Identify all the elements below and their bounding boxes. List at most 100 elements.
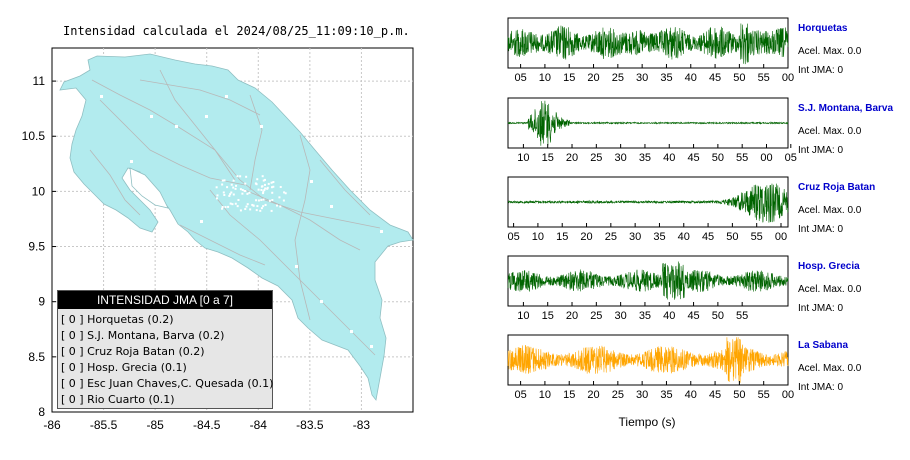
station-acel: Acel. Max. 0.0	[798, 363, 862, 374]
seismogram-tick: 20	[587, 389, 599, 401]
road	[249, 94, 263, 191]
city-marker	[270, 181, 273, 184]
city-marker	[264, 187, 267, 190]
map-x-tick: -83.5	[296, 418, 324, 432]
station-name: Hosp. Grecia	[798, 261, 860, 272]
city-marker	[320, 300, 323, 303]
city-marker	[260, 207, 263, 210]
city-marker	[216, 194, 219, 197]
seismogram-trace	[507, 337, 789, 383]
seismogram-tick: 50	[733, 72, 745, 84]
city-marker	[370, 345, 373, 348]
seismogram-tick: 45	[687, 310, 699, 322]
seismogram-tick: 20	[566, 152, 578, 164]
seismogram-tick: 15	[556, 231, 568, 243]
city-marker	[239, 209, 242, 212]
seismogram-tick: 15	[542, 152, 554, 164]
country-shape	[59, 53, 414, 401]
seismogram-tick: 10	[517, 310, 529, 322]
city-marker	[228, 194, 231, 197]
seismogram-tick: 20	[587, 72, 599, 84]
city-marker	[221, 183, 224, 186]
city-marker	[256, 178, 259, 181]
seismogram-tick: 05	[507, 231, 519, 243]
seismogram-trace	[507, 183, 789, 223]
seismogram-tick: 00	[782, 72, 794, 84]
seismogram-tick: 35	[639, 310, 651, 322]
city-marker	[239, 175, 242, 178]
city-marker	[236, 175, 239, 178]
city-marker	[215, 186, 218, 189]
city-marker	[261, 175, 264, 178]
seismogram-tick: 40	[678, 231, 690, 243]
seismogram-4: 05 10 15 20 25 30 35 40 45 50 55 00 La Sabana Acel. M…	[507, 334, 862, 401]
seismogram-tick: 25	[605, 231, 617, 243]
city-marker	[282, 199, 285, 202]
seismogram-tick: 10	[539, 72, 551, 84]
seismogram-tick: 20	[566, 310, 578, 322]
map-x-tick: -84.5	[193, 418, 221, 432]
map-x-tick: -85.5	[90, 418, 118, 432]
city-marker	[260, 198, 263, 201]
map-y-tick: 11	[33, 74, 46, 88]
city-marker	[275, 204, 278, 207]
seismogram-tick: 30	[615, 310, 627, 322]
city-marker	[251, 203, 254, 206]
seismogram-tick: 35	[660, 72, 672, 84]
seismogram-tick: 45	[687, 152, 699, 164]
seismogram-tick: 25	[612, 72, 624, 84]
station-name: Cruz Roja Batan	[798, 182, 875, 193]
city-marker	[150, 115, 153, 118]
city-marker	[239, 188, 242, 191]
city-marker	[267, 182, 270, 185]
seismogram-tick: 00	[760, 152, 772, 164]
seismogram-tick: 15	[563, 72, 575, 84]
city-marker	[350, 330, 353, 333]
seismogram-tick: 40	[685, 389, 697, 401]
seismogram-tick: 20	[580, 231, 592, 243]
seismogram-1: 10 15 20 25 30 35 40 45 50 55 00 05 S.J. Montana, Ba…	[507, 97, 893, 164]
map-y-tick: 9	[38, 295, 45, 309]
city-marker	[254, 182, 257, 185]
city-marker	[223, 179, 226, 182]
seismogram-2: 05 10 15 20 25 30 35 40 45 50 55 00 Cruz Roja Batan A…	[507, 176, 875, 243]
city-marker	[232, 179, 235, 182]
city-marker	[310, 180, 313, 183]
city-marker	[222, 191, 225, 194]
city-marker	[252, 204, 255, 207]
map-y-tick: 8	[38, 405, 45, 419]
station-int: Int JMA: 0	[798, 224, 843, 235]
city-marker	[257, 188, 260, 191]
legend-item: [ 0 ] Cruz Roja Batan (0.2)	[61, 345, 205, 358]
city-marker	[237, 198, 240, 201]
city-marker	[215, 197, 218, 200]
city-marker	[232, 193, 235, 196]
road	[244, 189, 361, 251]
map-title: Intensidad calculada el 2024/08/25_11:09…	[63, 24, 410, 38]
city-marker	[259, 209, 262, 212]
seismogram-tick: 05	[785, 152, 797, 164]
city-marker	[243, 190, 246, 193]
seismogram-tick: 25	[590, 152, 602, 164]
city-marker	[266, 187, 269, 190]
city-marker	[262, 205, 265, 208]
map-x-tick: -85	[146, 418, 164, 432]
city-marker	[255, 199, 258, 202]
seismogram-tick: 25	[612, 389, 624, 401]
city-marker	[241, 192, 244, 195]
seismogram-tick: 00	[775, 231, 787, 243]
city-marker	[260, 125, 263, 128]
city-marker	[226, 186, 229, 189]
city-marker	[270, 209, 273, 212]
seismogram-tick: 50	[733, 389, 745, 401]
seismogram-tick: 45	[709, 72, 721, 84]
time-axis-label: Tiempo (s)	[619, 415, 676, 429]
city-marker	[241, 189, 244, 192]
road	[139, 79, 261, 116]
map-panel: Intensidad calculada el 2024/08/25_11:09…	[0, 0, 420, 460]
seismogram-trace	[507, 261, 789, 300]
seismogram-tick: 40	[685, 72, 697, 84]
city-marker	[262, 198, 265, 201]
city-marker	[229, 202, 232, 205]
city-marker	[235, 184, 238, 187]
